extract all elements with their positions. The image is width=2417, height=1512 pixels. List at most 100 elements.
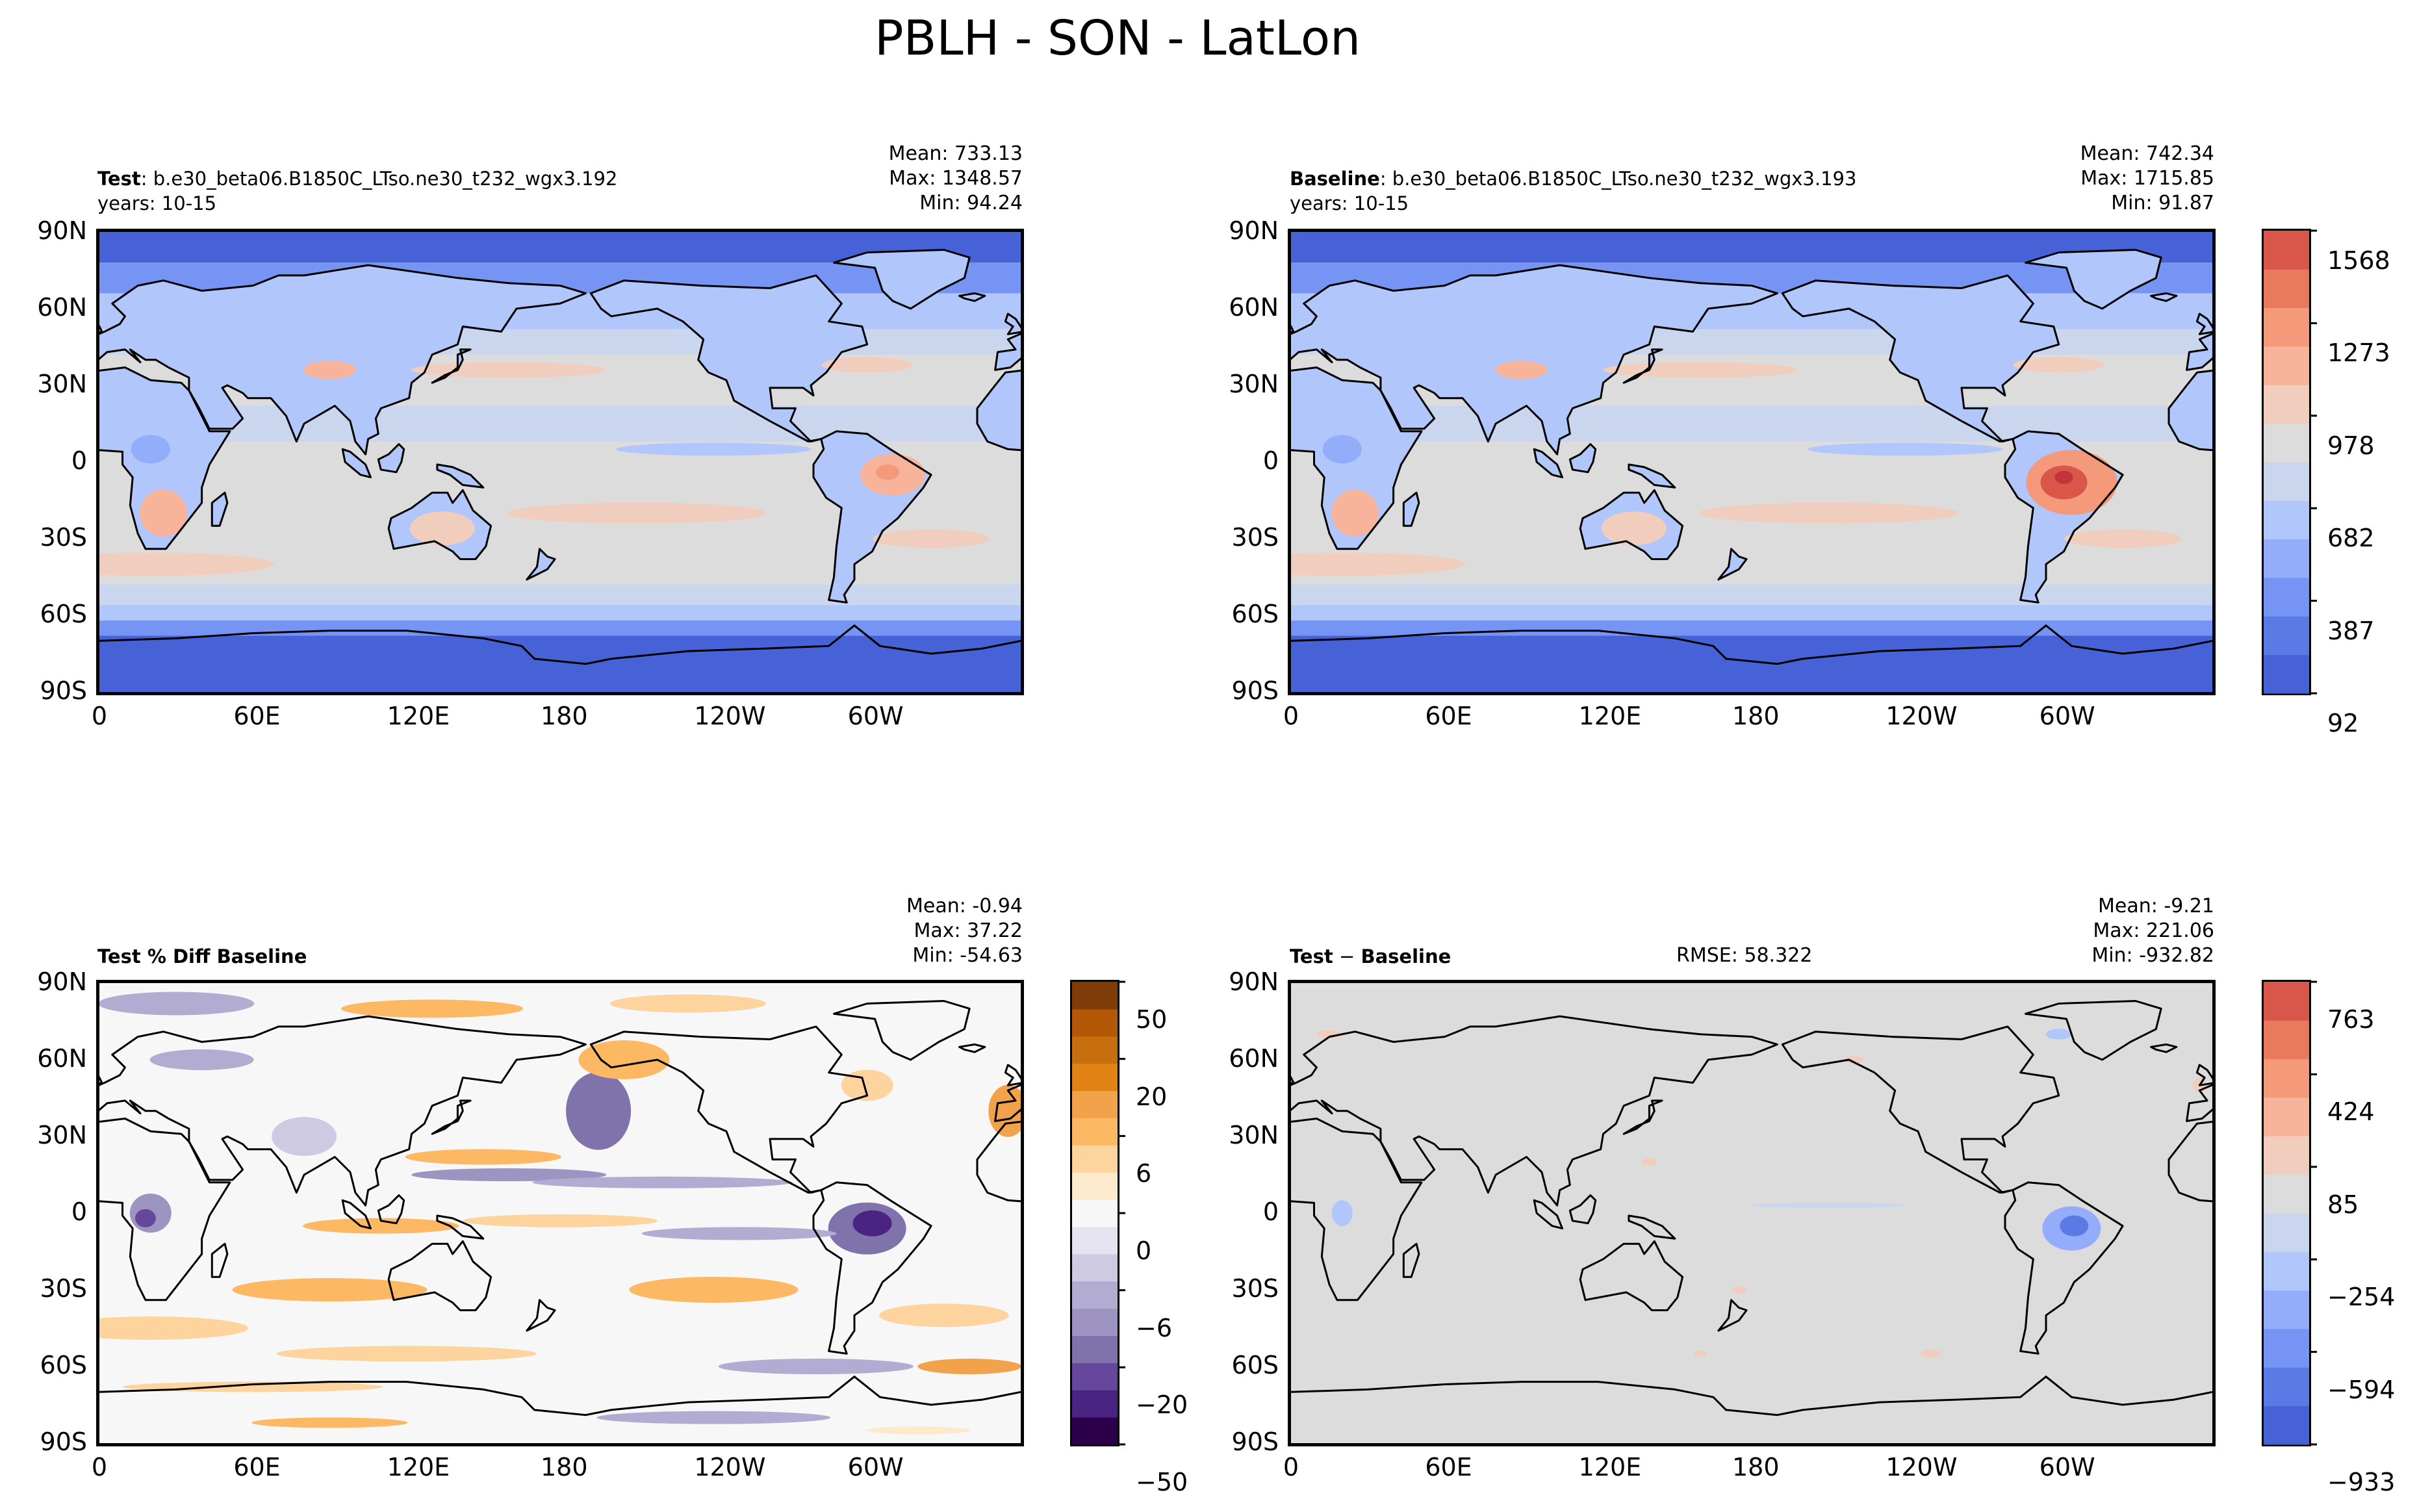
colorbar-swatch	[2264, 616, 2309, 656]
x-tick-label: 60E	[233, 1453, 281, 1481]
colorbar-swatch	[1072, 1118, 1118, 1146]
colorbar-swatch	[2264, 1213, 2309, 1252]
coastline-borneo	[377, 443, 405, 474]
coastline-antarctica	[99, 1375, 1021, 1416]
landfill-sumatra	[1534, 449, 1563, 478]
pctdiff-colorbar	[1070, 980, 1125, 1446]
coastline-greenland	[833, 249, 971, 310]
y-tick-label: 0	[1262, 1198, 1279, 1226]
y-tick-label: 30N	[1229, 370, 1279, 398]
baseline-colorbar-canvas	[2264, 229, 2317, 695]
test-case-name: : b.e30_beta06.B1850C_LTso.ne30_t232_wgx…	[140, 168, 618, 190]
colorbar-tick-label: −6	[1136, 1313, 1173, 1342]
coastline-newzealand	[1717, 548, 1748, 581]
coastline-eurasia	[1291, 1015, 2212, 1207]
coastline-samerica	[812, 1181, 932, 1355]
colorbar-swatch	[2264, 423, 2309, 463]
colorbar-tick-label: 92	[2327, 709, 2359, 737]
landfill-greenland	[834, 250, 970, 309]
field-tibet	[1495, 361, 1548, 379]
field-itcz	[616, 442, 812, 456]
coastline-britain	[1291, 1064, 2212, 1086]
y-tick-label: 30N	[37, 370, 87, 398]
test-min: Min: 94.24	[919, 192, 1023, 214]
baseline-map	[1288, 229, 2216, 695]
diff-max: Max: 221.06	[2093, 919, 2214, 942]
coastline-newzealand	[1717, 1299, 1748, 1332]
y-tick-label: 30S	[1231, 523, 1279, 552]
x-tick-label: 60W	[2039, 1453, 2095, 1481]
test-mean: Mean: 733.13	[888, 142, 1023, 165]
landfill-namerica	[1782, 275, 2059, 442]
diff-label-test: Test	[1290, 945, 1333, 967]
pctdiff-label: Test % Diff Baseline	[97, 945, 307, 967]
y-tick-label: 90N	[37, 216, 87, 245]
y-tick-label: 30N	[37, 1121, 87, 1149]
baseline-mean: Mean: 742.34	[2080, 142, 2214, 165]
coastline-namerica	[1781, 274, 2060, 442]
diff-label-minus: −	[1333, 945, 1361, 967]
colorbar-tick-label: 6	[1136, 1159, 1152, 1188]
colorbar-swatch	[2264, 269, 2309, 309]
colorbar-swatch	[2264, 654, 2309, 694]
field-southern-ocean-3	[1291, 620, 2212, 636]
coastline-eurasia	[99, 264, 1021, 455]
colorbar-swatch	[2264, 578, 2309, 617]
coastline-namerica	[589, 1025, 869, 1194]
pctdiff-mean: Mean: -0.94	[906, 895, 1023, 917]
field-southern-ocean-2	[99, 605, 1021, 621]
colorbar-swatch	[1072, 1008, 1118, 1037]
field-anomaly-10	[532, 1176, 793, 1188]
coastlines	[1291, 249, 2212, 665]
colorbar-swatch	[1072, 1253, 1118, 1282]
field-anomaly-27	[596, 1411, 831, 1424]
colorbar-swatch	[2264, 1097, 2309, 1136]
field-gulfstream	[821, 357, 913, 373]
field-southern-ocean-3	[99, 620, 1021, 636]
coastline-britain	[99, 313, 1021, 335]
colorbar-swatch	[2264, 307, 2309, 347]
colorbar-tick-label: 424	[2327, 1097, 2375, 1127]
y-tick-label: 30S	[40, 1274, 87, 1303]
field-anomaly-19	[232, 1278, 428, 1301]
colorbar-tick-label: −50	[1136, 1468, 1188, 1496]
field-anomaly-28	[251, 1417, 408, 1428]
y-tick-label: 60S	[40, 1351, 87, 1379]
x-tick-label: 0	[1283, 702, 1299, 730]
coastline-africa	[1291, 366, 2212, 550]
field-antarctic	[1291, 635, 2212, 692]
x-tick-label: 120E	[387, 1453, 450, 1481]
x-tick-label: 0	[91, 702, 108, 730]
field-anomaly-25	[917, 1359, 1021, 1374]
colorbar-tick-label: −933	[2327, 1468, 2396, 1496]
field-kuroshio	[1603, 362, 1798, 378]
colorbar-swatch	[2264, 1290, 2309, 1329]
test-years: years: 10-15	[97, 192, 217, 214]
coastlines	[99, 1000, 1021, 1416]
coastline-samerica	[2004, 1181, 2124, 1355]
x-tick-label: 180	[1732, 1453, 1780, 1481]
field-kalahari	[140, 489, 187, 537]
colorbar-swatch	[2264, 1136, 2309, 1175]
field-anomaly-2	[1331, 1200, 1353, 1226]
coastline-australia	[387, 489, 492, 560]
colorbar-swatch	[1072, 1226, 1118, 1255]
diff-min: Min: -932.82	[2091, 944, 2214, 967]
colorbar-tick-label: 0	[1136, 1237, 1152, 1265]
coastline-antarctica	[1291, 624, 2212, 665]
y-tick-label: 90N	[1229, 967, 1279, 996]
field-anomaly-29	[866, 1426, 971, 1435]
y-tick-label: 90S	[40, 1428, 87, 1456]
coastline-japan	[431, 1099, 472, 1135]
colorbar-swatch	[1072, 1199, 1118, 1227]
colorbar-tick-label: 682	[2327, 524, 2375, 553]
x-tick-label: 120E	[387, 702, 450, 730]
colorbar-swatch	[1072, 1036, 1118, 1064]
x-tick-label: 60W	[847, 702, 904, 730]
coastline-borneo	[1568, 443, 1597, 474]
coastline-newguinea	[1628, 463, 1676, 489]
field-sh-storm	[1291, 552, 1466, 576]
baseline-stats: Mean: 742.34 Max: 1715.85 Min: 91.87	[2080, 142, 2214, 216]
colorbar-swatch	[1072, 1090, 1118, 1118]
colorbar-tick-label: 20	[1136, 1082, 1168, 1111]
